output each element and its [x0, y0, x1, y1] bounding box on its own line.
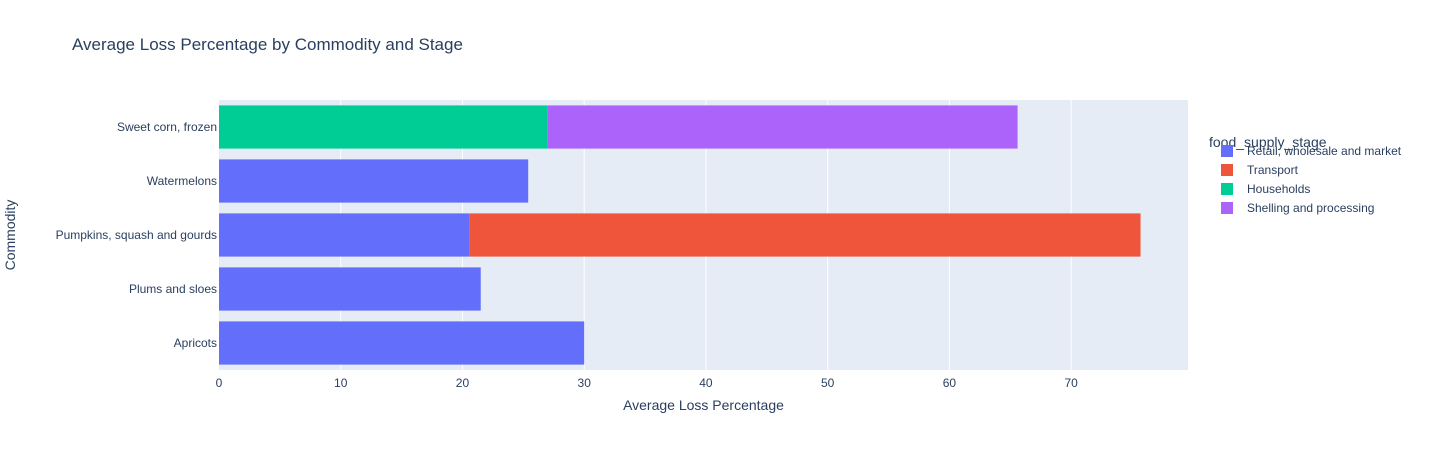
legend-item-shelling-and-processing[interactable]: Shelling and processing: [1221, 201, 1374, 215]
bar-sweet-corn-frozen-shelling-and-processing[interactable]: [547, 105, 1018, 149]
chart-title: Average Loss Percentage by Commodity and…: [72, 35, 463, 54]
legend-item-households[interactable]: Households: [1221, 182, 1310, 196]
x-tick-label: 20: [456, 376, 470, 390]
legend-swatch: [1221, 145, 1233, 157]
legend-label: Transport: [1247, 163, 1299, 177]
legend-item-retail-wholesale-and-market[interactable]: Retail, wholesale and market: [1221, 144, 1402, 158]
legend-label: Shelling and processing: [1247, 201, 1374, 215]
x-tick-label: 40: [699, 376, 713, 390]
x-tick-label: 0: [216, 376, 223, 390]
bar-plums-and-sloes-retail-wholesale-and-market[interactable]: [219, 267, 481, 311]
bars: [219, 105, 1141, 365]
bar-sweet-corn-frozen-households[interactable]: [219, 105, 548, 149]
x-axis-title: Average Loss Percentage: [623, 397, 784, 413]
y-tick-label: Sweet corn, frozen: [117, 120, 217, 134]
legend-swatch: [1221, 164, 1233, 176]
bar-pumpkins-squash-and-gourds-transport[interactable]: [469, 213, 1141, 257]
legend-swatch: [1221, 183, 1233, 195]
bar-apricots-retail-wholesale-and-market[interactable]: [219, 321, 585, 365]
bar-watermelons-retail-wholesale-and-market[interactable]: [219, 159, 529, 203]
y-tick-label: Apricots: [174, 336, 217, 350]
bar-pumpkins-squash-and-gourds-retail-wholesale-and-market[interactable]: [219, 213, 470, 257]
x-axis-ticks: 0 10 20 30 40 50 60 70: [216, 376, 1078, 390]
x-tick-label: 10: [334, 376, 348, 390]
legend-swatch: [1221, 202, 1233, 214]
legend-title: food_supply_stage: [1209, 134, 1327, 150]
legend-label: Households: [1247, 182, 1310, 196]
legend-item-transport[interactable]: Transport: [1221, 163, 1299, 177]
x-tick-label: 60: [943, 376, 957, 390]
x-tick-label: 70: [1064, 376, 1078, 390]
y-tick-label: Plums and sloes: [129, 282, 217, 296]
x-tick-label: 30: [578, 376, 592, 390]
y-axis-title: Commodity: [2, 200, 18, 271]
x-tick-label: 50: [821, 376, 835, 390]
y-axis-ticks: Apricots Plums and sloes Pumpkins, squash …: [56, 120, 217, 350]
legend[interactable]: Retail, wholesale and market Transport Hou…: [1221, 144, 1402, 215]
y-tick-label: Watermelons: [147, 174, 217, 188]
y-tick-label: Pumpkins, squash and gourds: [56, 228, 217, 242]
legend-label: Retail, wholesale and market: [1247, 144, 1402, 158]
